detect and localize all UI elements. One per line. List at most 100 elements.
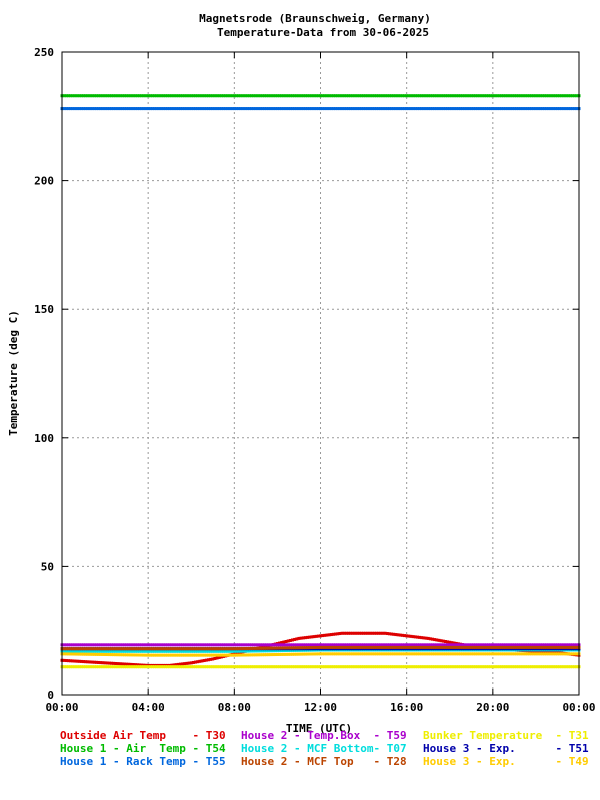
data-point	[69, 643, 73, 647]
data-point	[204, 665, 208, 669]
data-point	[75, 647, 79, 651]
data-point	[521, 665, 525, 669]
data-point	[418, 652, 422, 656]
data-point	[474, 107, 478, 111]
data-point	[129, 665, 133, 669]
data-point	[135, 647, 139, 651]
data-point	[213, 94, 217, 98]
data-point	[353, 645, 357, 649]
data-point	[191, 660, 195, 664]
data-point	[368, 107, 372, 111]
data-point	[217, 665, 221, 669]
data-point	[327, 94, 331, 98]
data-point	[140, 643, 144, 647]
data-point	[504, 645, 508, 649]
data-point	[204, 653, 208, 657]
data-point	[392, 645, 396, 649]
data-point	[519, 645, 523, 649]
data-point	[491, 665, 495, 669]
data-point	[198, 653, 202, 657]
data-point	[428, 665, 432, 669]
data-point	[312, 643, 316, 647]
data-point	[191, 647, 195, 651]
data-point	[112, 665, 116, 669]
data-point	[461, 645, 465, 649]
data-point	[312, 107, 316, 111]
data-point	[441, 94, 445, 98]
data-point	[398, 107, 402, 111]
data-point	[497, 94, 501, 98]
data-point	[142, 663, 146, 667]
data-point	[560, 645, 564, 649]
data-point	[431, 645, 435, 649]
data-point	[534, 645, 538, 649]
data-point	[280, 649, 284, 653]
data-point	[521, 652, 525, 656]
data-point	[142, 647, 146, 651]
grid	[62, 52, 579, 695]
data-point	[245, 647, 249, 651]
data-point	[73, 649, 77, 653]
data-point	[140, 94, 144, 98]
data-point	[125, 665, 129, 669]
data-point	[77, 659, 81, 663]
data-point	[387, 643, 391, 647]
legend-item: House 1 - Air Temp - T54	[60, 742, 226, 755]
data-point	[327, 665, 331, 669]
data-point	[138, 663, 142, 667]
data-point	[340, 665, 344, 669]
y-tick-label: 200	[34, 175, 54, 188]
data-point	[288, 646, 292, 650]
data-point	[206, 643, 210, 647]
data-point	[103, 107, 107, 111]
data-point	[319, 94, 322, 98]
data-point	[157, 649, 161, 653]
data-point	[545, 107, 549, 111]
data-point	[250, 665, 254, 669]
data-point	[187, 643, 191, 647]
data-point	[293, 643, 297, 647]
data-point	[571, 107, 575, 111]
data-point	[314, 94, 318, 98]
data-point	[370, 643, 374, 647]
data-point	[530, 94, 534, 98]
data-point	[215, 94, 219, 98]
data-point	[342, 107, 346, 111]
data-point	[465, 643, 469, 647]
data-point	[101, 647, 105, 651]
data-point	[480, 645, 484, 649]
data-point	[420, 636, 424, 640]
data-point	[183, 665, 187, 669]
data-point	[474, 643, 478, 647]
data-point	[437, 645, 441, 649]
data-point	[243, 647, 247, 651]
data-point	[239, 107, 243, 111]
data-point	[148, 647, 152, 651]
data-point	[299, 648, 303, 652]
data-point	[185, 653, 189, 657]
data-point	[273, 653, 277, 657]
data-point	[476, 652, 480, 656]
data-point	[299, 652, 303, 656]
data-point	[431, 107, 435, 111]
data-point	[379, 643, 383, 647]
data-point	[163, 94, 167, 98]
data-point	[88, 107, 92, 111]
data-point	[129, 647, 133, 651]
data-point	[178, 662, 182, 666]
data-point	[144, 643, 148, 647]
data-point	[90, 647, 94, 651]
data-point	[258, 653, 262, 657]
data-point	[418, 665, 422, 669]
data-point	[480, 107, 484, 111]
data-point	[400, 643, 404, 647]
data-point	[258, 643, 262, 647]
data-point	[215, 656, 219, 660]
data-point	[99, 94, 103, 98]
data-point	[403, 643, 407, 647]
data-point	[390, 652, 394, 656]
data-point	[172, 643, 176, 647]
data-point	[71, 652, 75, 656]
data-point	[260, 643, 264, 647]
data-point	[288, 107, 292, 111]
